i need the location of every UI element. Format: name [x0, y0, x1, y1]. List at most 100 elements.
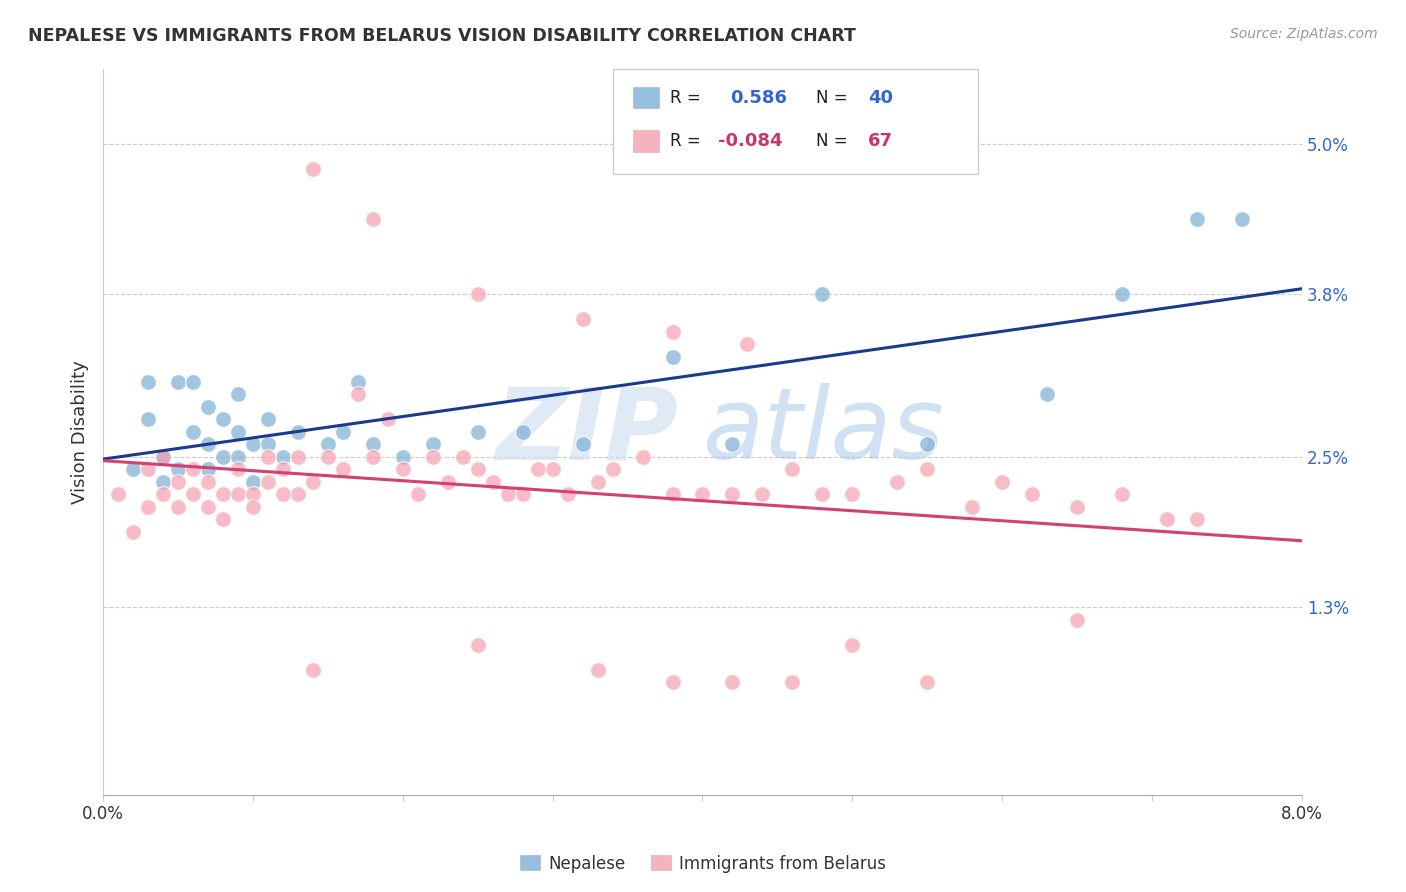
Point	[226, 462, 249, 476]
Point	[991, 475, 1014, 489]
Point	[212, 512, 235, 526]
Point	[212, 412, 235, 426]
Point	[512, 425, 534, 439]
Point	[361, 211, 384, 226]
Point	[181, 375, 204, 389]
FancyBboxPatch shape	[633, 87, 659, 109]
Point	[242, 500, 264, 514]
Point	[167, 375, 190, 389]
FancyBboxPatch shape	[613, 69, 979, 174]
Text: ZIP: ZIP	[495, 384, 679, 480]
Point	[1111, 487, 1133, 501]
Point	[152, 450, 174, 464]
Text: 0.586: 0.586	[730, 88, 787, 106]
Point	[915, 675, 938, 690]
Point	[302, 663, 325, 677]
Point	[181, 487, 204, 501]
Point	[571, 437, 593, 451]
Point	[915, 462, 938, 476]
Point	[197, 475, 219, 489]
Point	[886, 475, 908, 489]
Point	[302, 161, 325, 176]
Point	[841, 638, 863, 652]
Point	[122, 462, 145, 476]
Point	[361, 450, 384, 464]
Point	[167, 500, 190, 514]
Point	[1021, 487, 1043, 501]
Point	[571, 312, 593, 326]
Point	[136, 462, 159, 476]
Point	[1230, 211, 1253, 226]
Point	[181, 462, 204, 476]
Point	[257, 437, 280, 451]
Point	[811, 487, 834, 501]
Point	[316, 437, 339, 451]
Point	[122, 524, 145, 539]
Text: 67: 67	[868, 132, 893, 150]
Point	[721, 487, 744, 501]
Point	[721, 437, 744, 451]
Point	[467, 287, 489, 301]
FancyBboxPatch shape	[633, 130, 659, 152]
Point	[586, 475, 609, 489]
Point	[347, 387, 370, 401]
Point	[257, 412, 280, 426]
Text: atlas: atlas	[703, 384, 943, 480]
Point	[391, 462, 413, 476]
Y-axis label: Vision Disability: Vision Disability	[72, 359, 89, 504]
Point	[197, 500, 219, 514]
Point	[661, 487, 683, 501]
Point	[167, 462, 190, 476]
Point	[1111, 287, 1133, 301]
Legend: Nepalese, Immigrants from Belarus: Nepalese, Immigrants from Belarus	[513, 848, 893, 880]
Point	[751, 487, 773, 501]
Point	[257, 475, 280, 489]
Point	[361, 437, 384, 451]
Point	[377, 412, 399, 426]
Point	[242, 487, 264, 501]
Point	[467, 425, 489, 439]
Point	[167, 475, 190, 489]
Point	[136, 500, 159, 514]
Text: N =: N =	[817, 88, 853, 106]
Point	[406, 487, 429, 501]
Point	[181, 425, 204, 439]
Point	[661, 350, 683, 364]
Point	[631, 450, 654, 464]
Point	[107, 487, 129, 501]
Point	[197, 400, 219, 414]
Point	[271, 462, 294, 476]
Point	[242, 475, 264, 489]
Point	[451, 450, 474, 464]
Text: R =: R =	[671, 88, 706, 106]
Point	[496, 487, 519, 501]
Point	[287, 487, 309, 501]
Point	[692, 487, 714, 501]
Point	[467, 638, 489, 652]
Text: NEPALESE VS IMMIGRANTS FROM BELARUS VISION DISABILITY CORRELATION CHART: NEPALESE VS IMMIGRANTS FROM BELARUS VISI…	[28, 27, 856, 45]
Point	[242, 437, 264, 451]
Point	[152, 450, 174, 464]
Point	[271, 487, 294, 501]
Point	[467, 462, 489, 476]
Point	[541, 462, 564, 476]
Point	[481, 475, 503, 489]
Point	[1036, 387, 1059, 401]
Point	[526, 462, 548, 476]
Point	[1066, 500, 1088, 514]
Point	[226, 450, 249, 464]
Point	[915, 437, 938, 451]
Point	[226, 387, 249, 401]
Text: -0.084: -0.084	[718, 132, 783, 150]
Text: N =: N =	[817, 132, 853, 150]
Point	[422, 437, 444, 451]
Point	[332, 425, 354, 439]
Point	[811, 287, 834, 301]
Point	[586, 663, 609, 677]
Point	[136, 375, 159, 389]
Point	[316, 450, 339, 464]
Point	[1185, 512, 1208, 526]
Point	[226, 487, 249, 501]
Point	[436, 475, 458, 489]
Point	[782, 675, 804, 690]
